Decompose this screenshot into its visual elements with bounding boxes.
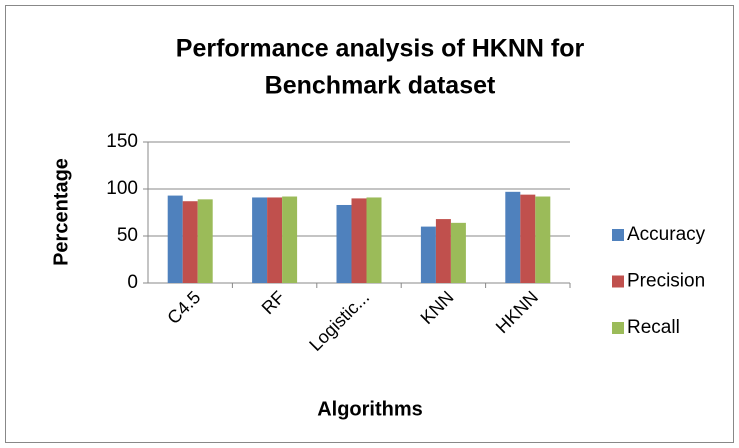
- bar: [252, 197, 268, 283]
- legend-label: Precision: [627, 271, 705, 292]
- bar: [182, 201, 198, 283]
- bar: [351, 198, 367, 283]
- bar: [520, 194, 536, 283]
- bar: [197, 199, 213, 283]
- y-axis-label: Percentage: [50, 158, 72, 266]
- bar: [505, 191, 521, 283]
- bar: [336, 204, 352, 283]
- y-tick-label: 150: [106, 131, 138, 152]
- legend-swatch: [612, 322, 624, 334]
- legend-label: Accuracy: [627, 224, 706, 245]
- bar: [450, 222, 466, 283]
- y-tick-label: 0: [127, 272, 138, 293]
- x-axis-label: Algorithms: [317, 398, 423, 420]
- legend-swatch: [612, 275, 624, 288]
- bar: [420, 226, 436, 283]
- bar: [167, 195, 183, 283]
- y-tick-label: 50: [117, 225, 138, 246]
- y-tick-label: 100: [106, 178, 138, 199]
- legend-label: Recall: [627, 317, 680, 338]
- bar: [535, 196, 551, 283]
- bar: [435, 219, 451, 283]
- bar: [267, 197, 283, 283]
- legend-swatch: [612, 229, 624, 241]
- bar: [366, 197, 382, 283]
- chart-title: Performance analysis of HKNN for: [176, 35, 585, 63]
- chart-title: Benchmark dataset: [265, 72, 496, 100]
- bar: [282, 196, 298, 283]
